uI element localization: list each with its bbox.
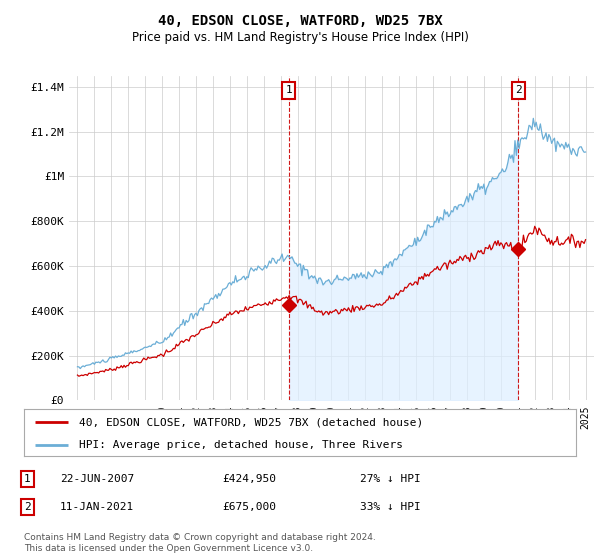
Text: 2: 2 <box>24 502 31 512</box>
Text: 1: 1 <box>285 85 292 95</box>
Text: 40, EDSON CLOSE, WATFORD, WD25 7BX: 40, EDSON CLOSE, WATFORD, WD25 7BX <box>158 14 442 28</box>
Text: 22-JUN-2007: 22-JUN-2007 <box>60 474 134 484</box>
Text: 27% ↓ HPI: 27% ↓ HPI <box>360 474 421 484</box>
Text: Price paid vs. HM Land Registry's House Price Index (HPI): Price paid vs. HM Land Registry's House … <box>131 31 469 44</box>
Text: HPI: Average price, detached house, Three Rivers: HPI: Average price, detached house, Thre… <box>79 440 403 450</box>
Text: 40, EDSON CLOSE, WATFORD, WD25 7BX (detached house): 40, EDSON CLOSE, WATFORD, WD25 7BX (deta… <box>79 417 424 427</box>
Text: 11-JAN-2021: 11-JAN-2021 <box>60 502 134 512</box>
Text: £675,000: £675,000 <box>222 502 276 512</box>
Text: 33% ↓ HPI: 33% ↓ HPI <box>360 502 421 512</box>
Text: 1: 1 <box>24 474 31 484</box>
Text: 2: 2 <box>515 85 521 95</box>
Text: £424,950: £424,950 <box>222 474 276 484</box>
Text: Contains HM Land Registry data © Crown copyright and database right 2024.
This d: Contains HM Land Registry data © Crown c… <box>24 533 376 553</box>
